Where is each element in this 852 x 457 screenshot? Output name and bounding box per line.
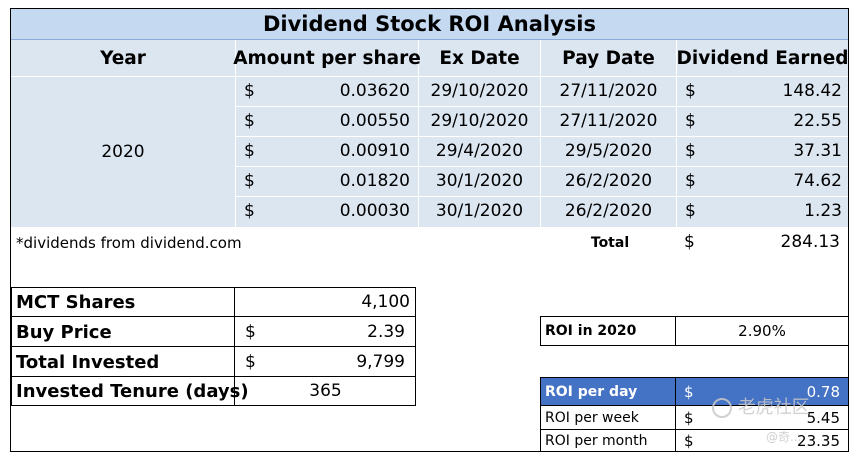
- currency-symbol: $: [245, 352, 256, 372]
- mct-shares-value: 4,100: [361, 292, 410, 312]
- total-value: 284.13: [780, 232, 840, 252]
- roi-year-label: ROI in 2020: [545, 323, 637, 339]
- currency-symbol: $: [244, 81, 255, 101]
- total-label: Total: [590, 235, 630, 251]
- dividend-earned-cell: 1.23: [804, 201, 842, 221]
- sheet-frame: [10, 8, 849, 452]
- pay-date-cell: 29/5/2020: [564, 141, 653, 161]
- mct-shares-label: MCT Shares: [16, 291, 136, 313]
- tiger-logo-icon: [712, 398, 732, 418]
- year-cell: 2020: [101, 142, 145, 162]
- ex-date-cell: 30/1/2020: [435, 201, 524, 221]
- roi-per-month-label: ROI per month: [545, 433, 648, 449]
- currency-symbol: $: [685, 201, 696, 221]
- buy-price-label: Buy Price: [16, 321, 112, 343]
- roi-per-week-label: ROI per week: [545, 409, 639, 426]
- roi-per-week-value: 5.45: [806, 408, 840, 427]
- currency-symbol: $: [684, 232, 695, 252]
- pay-date-cell: 27/11/2020: [559, 111, 658, 131]
- currency-symbol: $: [685, 81, 696, 101]
- roi-per-day-row: [540, 377, 849, 405]
- ex-date-cell: 29/4/2020: [435, 141, 524, 161]
- amount-per-share-cell: 0.00550: [339, 111, 410, 131]
- currency-symbol: $: [684, 408, 694, 427]
- total-invested-value: 9,799: [356, 352, 405, 372]
- invested-tenure-label: Invested Tenure (days): [16, 380, 249, 402]
- total-invested-label: Total Invested: [16, 351, 160, 373]
- pay-date-cell: 27/11/2020: [559, 81, 658, 101]
- footnote: *dividends from dividend.com: [16, 234, 242, 252]
- pay-date-cell: 26/2/2020: [564, 171, 653, 191]
- amount-per-share-cell: 0.03620: [339, 81, 410, 101]
- header-dividend-earned: Dividend Earned: [676, 47, 849, 69]
- ex-date-cell: 29/10/2020: [430, 111, 529, 131]
- header-ex-date: Ex Date: [439, 47, 520, 69]
- buy-price-value: 2.39: [367, 322, 405, 342]
- watermark-handle: @奇...: [766, 430, 802, 444]
- pay-date-cell: 26/2/2020: [564, 201, 653, 221]
- amount-per-share-cell: 0.00910: [339, 141, 410, 161]
- invested-tenure-value: 365: [309, 381, 342, 401]
- header-year: Year: [100, 47, 146, 69]
- amount-per-share-cell: 0.00030: [339, 201, 410, 221]
- currency-symbol: $: [244, 201, 255, 221]
- dividend-table: [11, 76, 848, 227]
- currency-symbol: $: [244, 141, 255, 161]
- sheet-title: Dividend Stock ROI Analysis: [11, 9, 848, 40]
- currency-symbol: $: [684, 432, 694, 450]
- currency-symbol: $: [685, 111, 696, 131]
- roi-per-day-label: ROI per day: [545, 383, 638, 400]
- header-pay-date: Pay Date: [562, 47, 655, 69]
- watermark-logo: 老虎社区: [712, 393, 810, 419]
- dividend-earned-cell: 37.31: [793, 141, 842, 161]
- amount-per-share-cell: 0.01820: [339, 171, 410, 191]
- currency-symbol: $: [685, 171, 696, 191]
- ex-date-cell: 30/1/2020: [435, 171, 524, 191]
- dividend-earned-cell: 22.55: [793, 111, 842, 131]
- currency-symbol: $: [244, 111, 255, 131]
- currency-symbol: $: [244, 171, 255, 191]
- currency-symbol: $: [245, 322, 256, 342]
- currency-symbol: $: [684, 382, 694, 401]
- currency-symbol: $: [685, 141, 696, 161]
- header-row: [11, 40, 848, 76]
- header-amount-per-share: Amount per share: [233, 47, 421, 69]
- roi-per-month-value: 23.35: [797, 432, 840, 450]
- roi-per-day-value: 0.78: [806, 382, 840, 401]
- dividend-earned-cell: 148.42: [782, 81, 842, 101]
- dividend-earned-cell: 74.62: [793, 171, 842, 191]
- roi-year-value: 2.90%: [738, 322, 786, 340]
- ex-date-cell: 29/10/2020: [430, 81, 529, 101]
